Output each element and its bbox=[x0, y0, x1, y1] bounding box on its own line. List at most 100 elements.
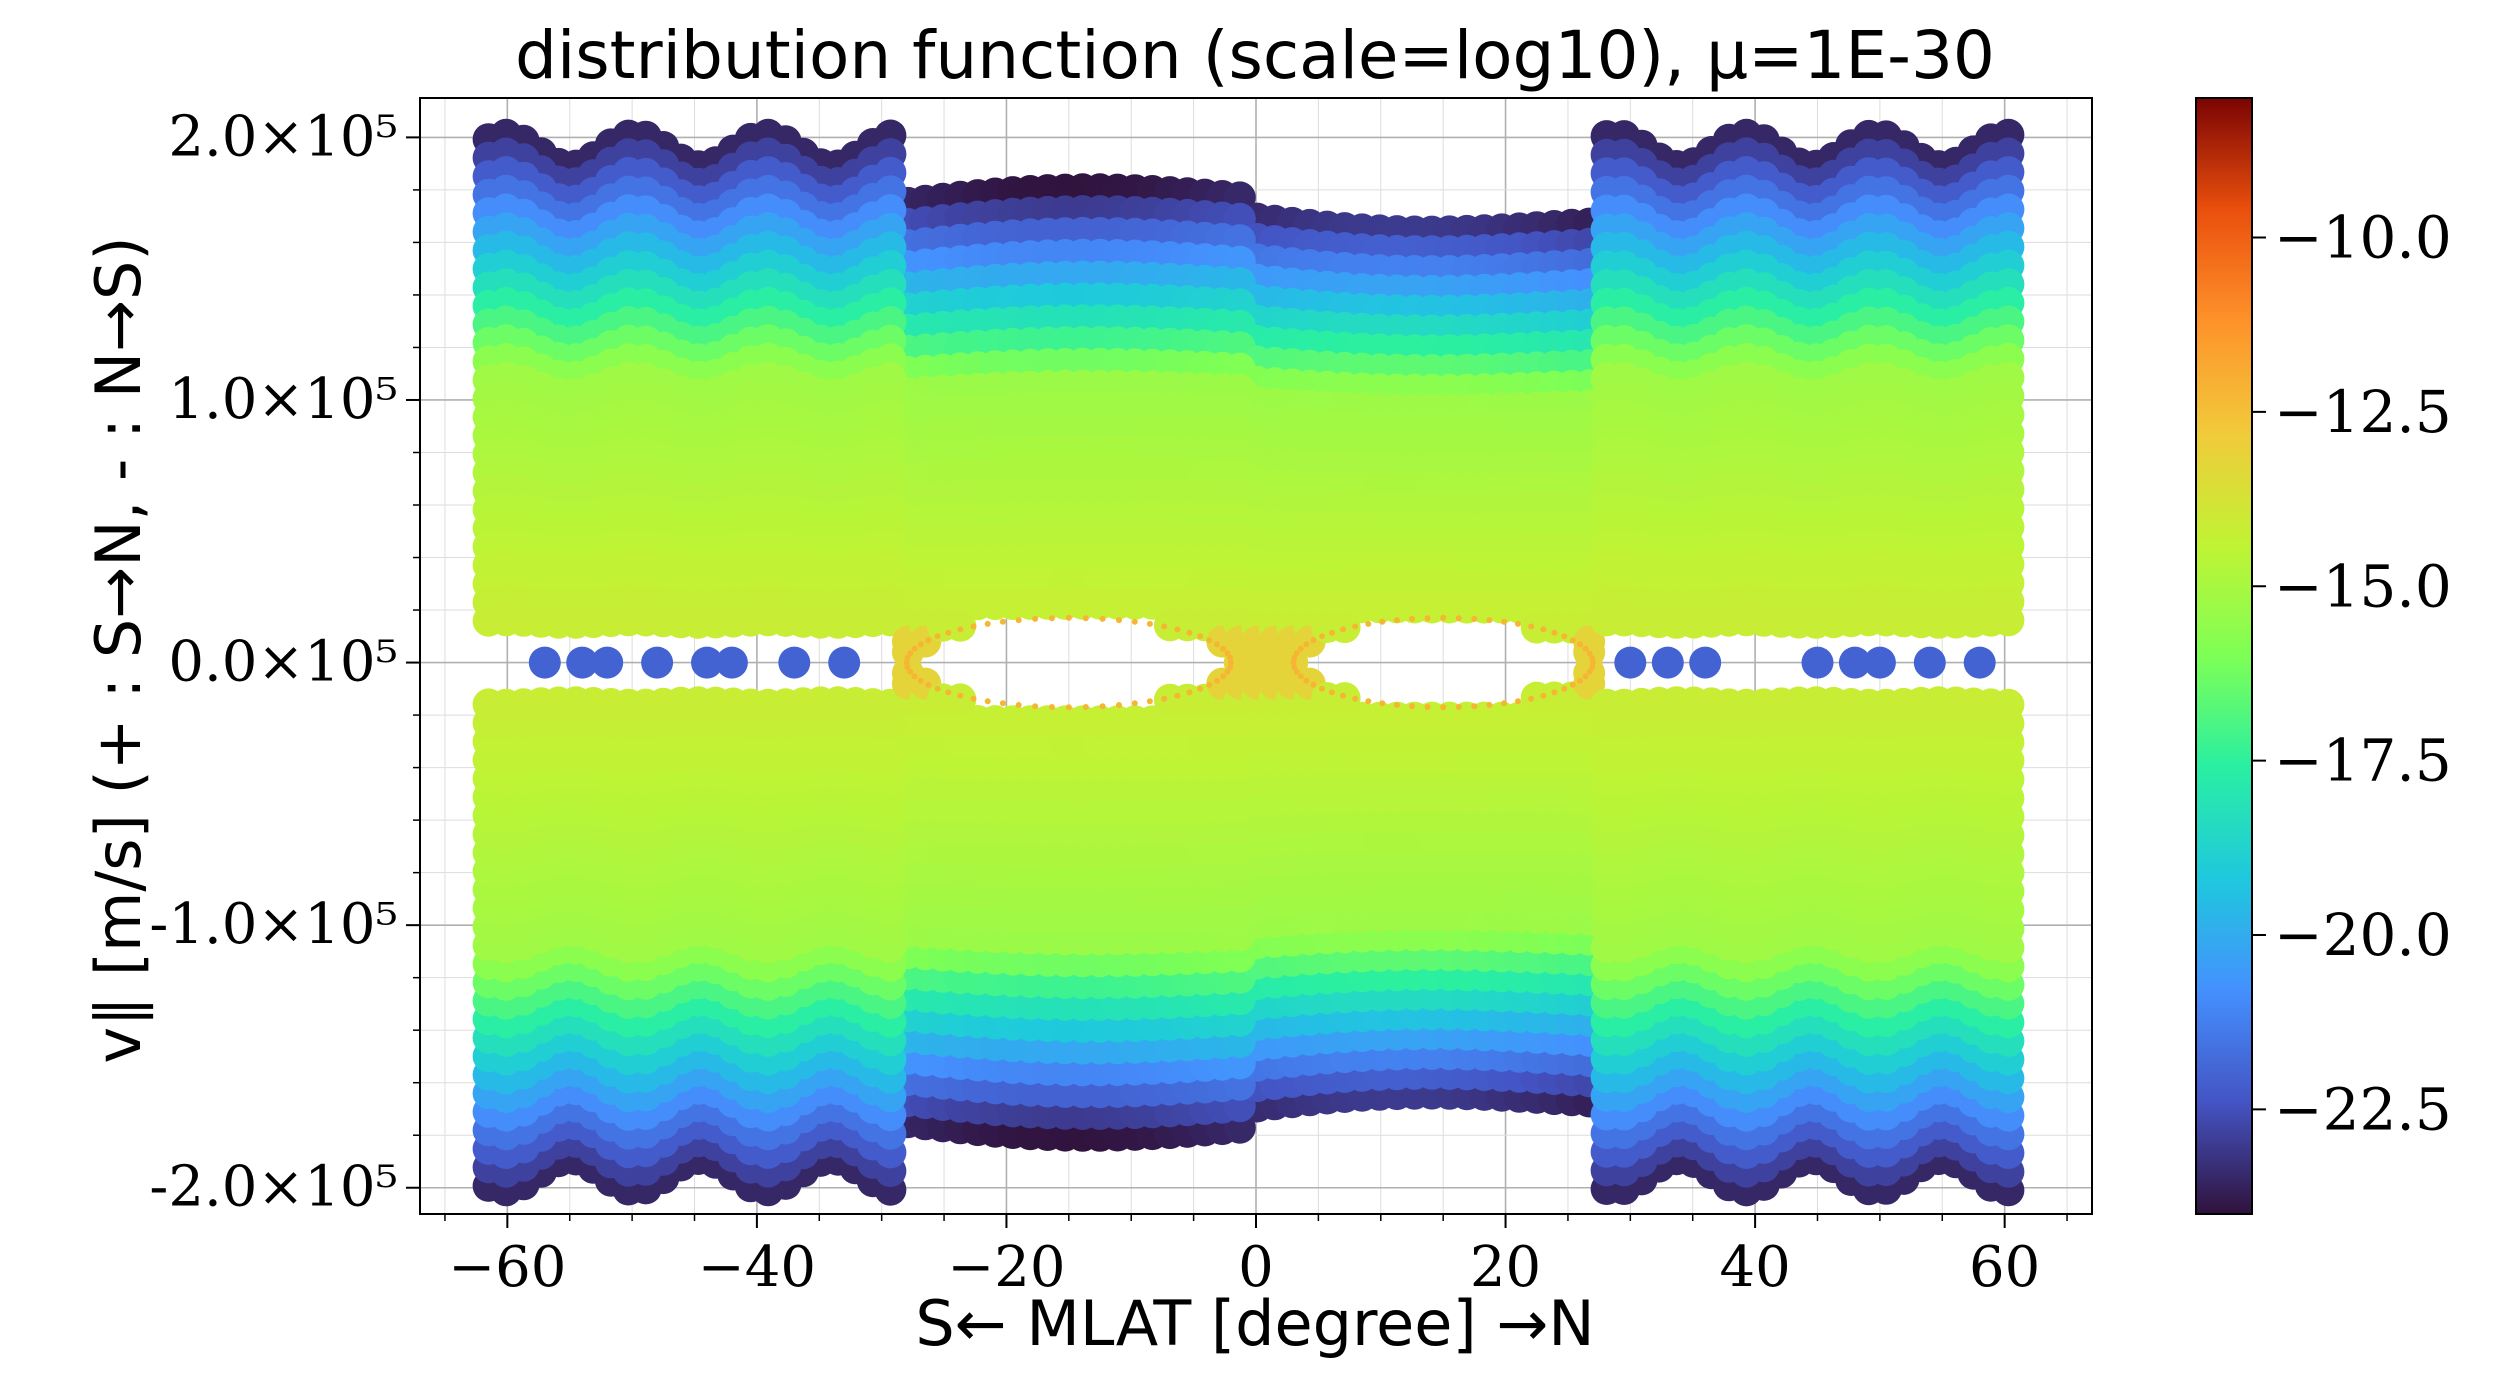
data-point bbox=[1409, 703, 1415, 710]
x-tick-label: 40 bbox=[1719, 1235, 1790, 1300]
data-point bbox=[1440, 704, 1447, 711]
data-point bbox=[1146, 698, 1153, 705]
data-point bbox=[1992, 688, 2025, 721]
data-point bbox=[1540, 692, 1547, 699]
data-point bbox=[1290, 659, 1297, 666]
data-point bbox=[1303, 677, 1310, 684]
data-point bbox=[1224, 668, 1231, 675]
y-axis: -2.0×10⁵ -1.0×10⁵ 0.0×10⁵ 1.0×10⁵ 2.0×10⁵ bbox=[149, 104, 420, 1220]
data-point bbox=[917, 677, 924, 684]
data-point bbox=[1551, 629, 1558, 636]
data-point bbox=[1032, 615, 1039, 622]
colorbar-ticks: −10.0 −12.5 −15.0 −17.5 −20.0 −22.5 bbox=[2252, 204, 2452, 1143]
y-tick-label: 2.0×10⁵ bbox=[168, 104, 398, 169]
data-point bbox=[1471, 703, 1478, 710]
data-point bbox=[1310, 637, 1317, 644]
chart-title: distribution function (scale=log10), μ=1… bbox=[515, 17, 1995, 94]
data-point bbox=[1197, 633, 1204, 640]
data-point bbox=[925, 681, 932, 688]
data-point bbox=[1352, 623, 1359, 630]
colorbar-tick-label: −12.5 bbox=[2274, 378, 2452, 446]
data-point bbox=[1528, 695, 1535, 702]
data-point bbox=[970, 623, 977, 630]
data-point bbox=[984, 620, 991, 627]
data-point bbox=[1561, 685, 1568, 692]
x-tick-label: 20 bbox=[1470, 1235, 1541, 1300]
y-tick-label: 0.0×10⁵ bbox=[168, 630, 398, 695]
data-point bbox=[911, 645, 918, 652]
data-point bbox=[1214, 641, 1220, 648]
data-point bbox=[1214, 677, 1220, 684]
data-point bbox=[1471, 615, 1478, 622]
data-point bbox=[1515, 620, 1521, 627]
data-point bbox=[1589, 654, 1596, 661]
x-tick-label: 60 bbox=[1969, 1235, 2040, 1300]
data-point bbox=[1032, 703, 1039, 710]
data-point bbox=[1131, 700, 1138, 707]
data-point bbox=[1393, 702, 1400, 708]
data-point bbox=[591, 646, 624, 679]
data-point bbox=[1082, 704, 1089, 710]
data-point bbox=[907, 650, 914, 657]
data-point bbox=[691, 646, 723, 679]
data-point bbox=[984, 698, 991, 705]
data-point bbox=[1992, 604, 2025, 637]
data-point bbox=[1573, 625, 1606, 658]
data-point bbox=[1220, 645, 1227, 652]
data-point bbox=[1297, 673, 1304, 680]
colorbar-gradient bbox=[2195, 97, 2253, 1215]
data-point bbox=[1486, 702, 1493, 708]
data-point bbox=[1379, 618, 1386, 625]
data-point bbox=[1551, 689, 1558, 696]
data-point bbox=[945, 629, 952, 636]
data-point bbox=[1340, 626, 1346, 633]
data-point bbox=[1528, 623, 1535, 630]
data-point bbox=[1116, 702, 1122, 708]
data-point bbox=[1065, 614, 1072, 621]
data-point bbox=[1577, 641, 1583, 648]
data-point bbox=[957, 692, 964, 699]
data-point bbox=[828, 646, 861, 679]
data-point bbox=[1561, 633, 1568, 640]
data-point bbox=[1161, 695, 1168, 702]
colorbar-tick-label: −22.5 bbox=[2274, 1075, 2452, 1143]
data-point bbox=[1393, 617, 1400, 624]
y-tick-label: 1.0×10⁵ bbox=[168, 367, 398, 432]
data-point bbox=[1913, 646, 1946, 679]
data-point bbox=[566, 646, 599, 679]
data-point bbox=[641, 646, 674, 679]
data-point bbox=[1365, 620, 1372, 627]
colorbar: −10.0 −12.5 −15.0 −17.5 −20.0 −22.5 bbox=[2195, 97, 2452, 1215]
data-point bbox=[1409, 615, 1415, 622]
data-point bbox=[1186, 689, 1193, 696]
data-point bbox=[1582, 673, 1589, 680]
data-point bbox=[1303, 641, 1310, 648]
data-point bbox=[1206, 681, 1213, 688]
data-point bbox=[1328, 629, 1335, 636]
data-point bbox=[1501, 700, 1508, 707]
data-point bbox=[1297, 645, 1304, 652]
x-tick-label: −20 bbox=[947, 1235, 1065, 1300]
data-point bbox=[778, 646, 811, 679]
data-point bbox=[1424, 615, 1431, 622]
data-point bbox=[1220, 673, 1227, 680]
data-point bbox=[1291, 654, 1298, 661]
colorbar-tick-label: −10.0 bbox=[2274, 204, 2452, 272]
data-point bbox=[1455, 704, 1462, 710]
data-point bbox=[903, 659, 910, 666]
y-tick-label: -2.0×10⁵ bbox=[149, 1155, 398, 1220]
data-point bbox=[1319, 685, 1325, 692]
data-point bbox=[1340, 692, 1346, 699]
data-point bbox=[1501, 618, 1508, 625]
data-point bbox=[1586, 650, 1593, 657]
data-point bbox=[1379, 700, 1386, 707]
data-point bbox=[1586, 668, 1593, 675]
data-point bbox=[1146, 620, 1153, 627]
data-point bbox=[1131, 618, 1138, 625]
data-point bbox=[944, 609, 977, 642]
data-point bbox=[1293, 650, 1300, 657]
data-point bbox=[945, 689, 952, 696]
data-point bbox=[1293, 668, 1300, 675]
data-point bbox=[904, 664, 911, 671]
data-point bbox=[1015, 702, 1022, 708]
